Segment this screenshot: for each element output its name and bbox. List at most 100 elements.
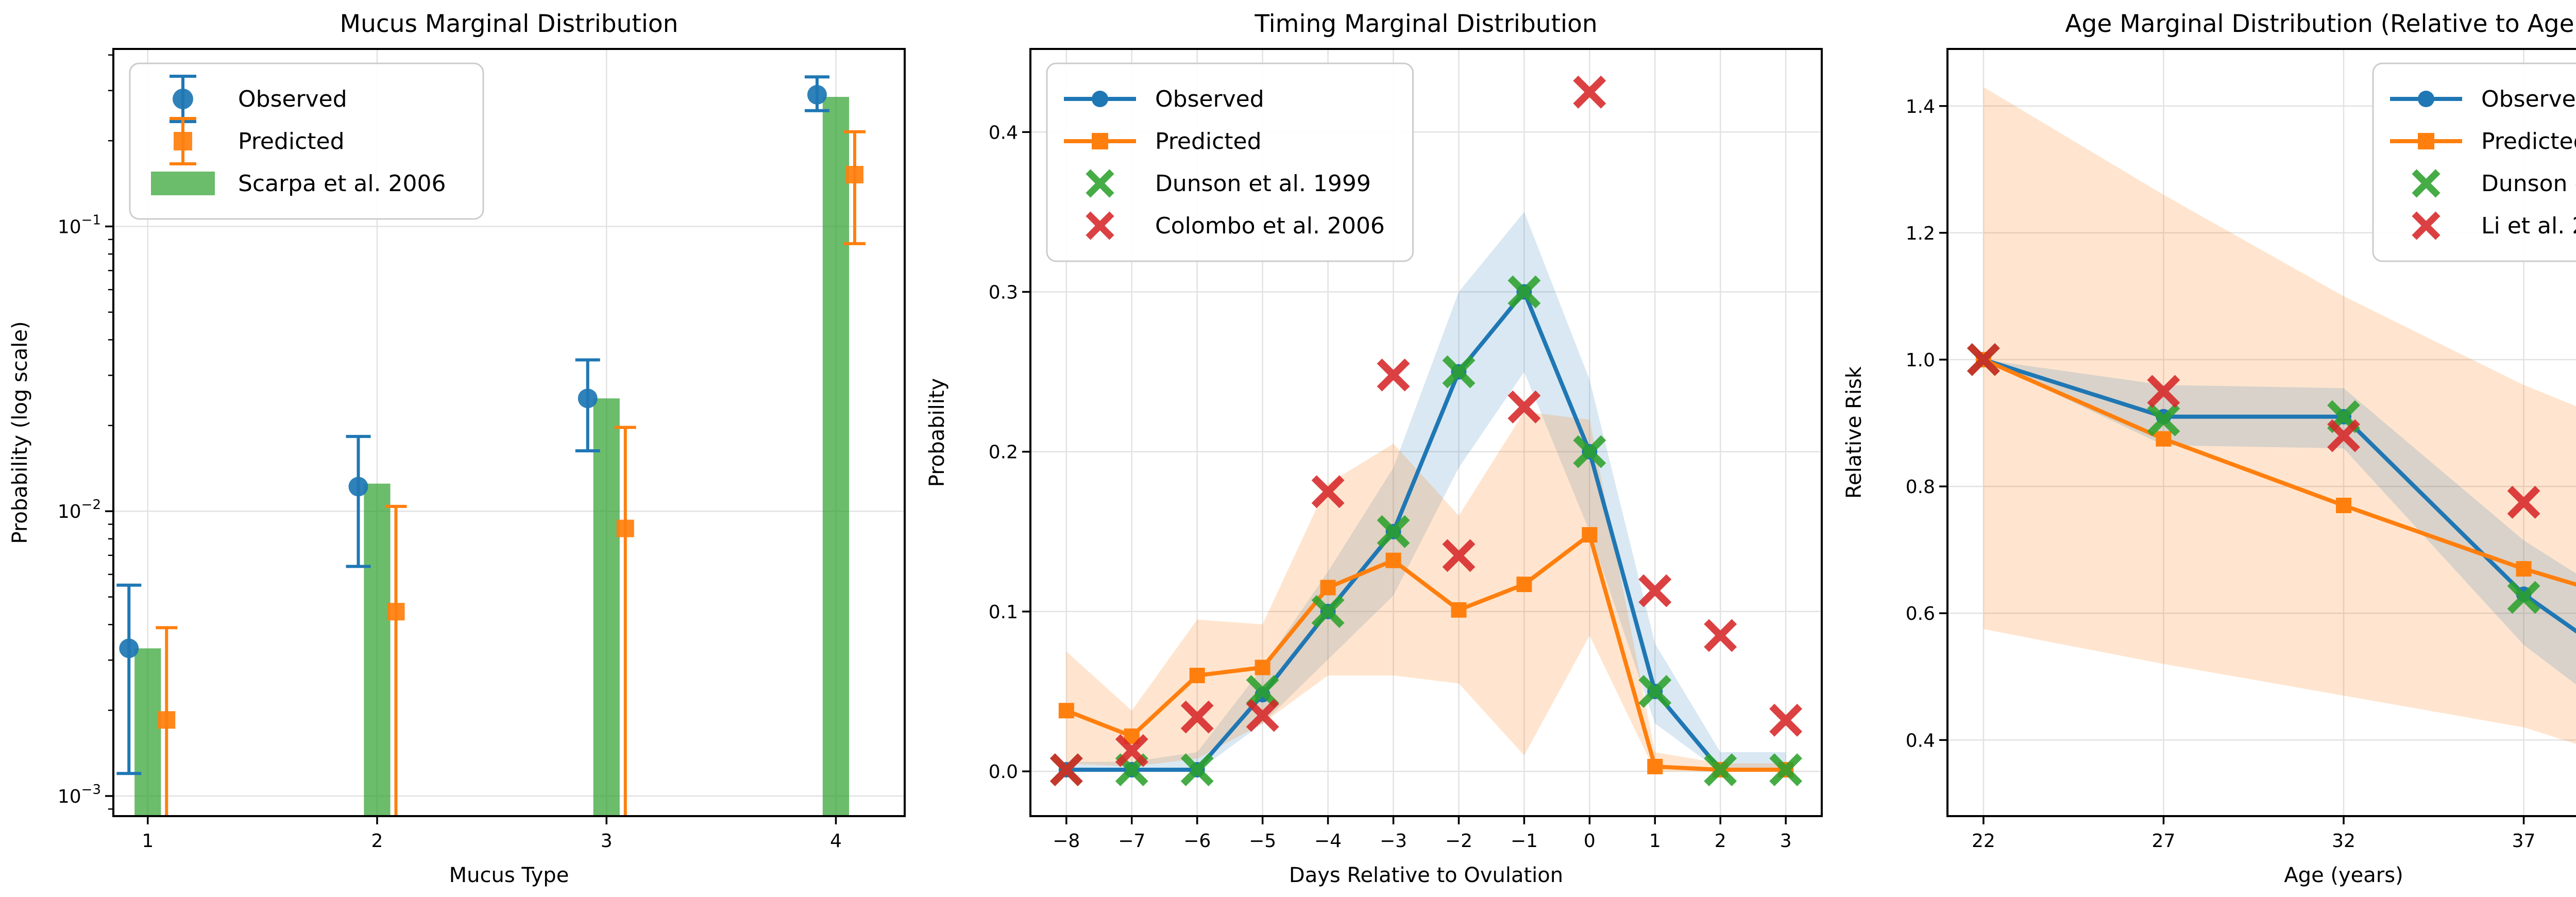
errorbar-series-observed — [116, 75, 829, 775]
line-marker-square — [1058, 703, 1074, 719]
x-marker — [1638, 574, 1672, 607]
legend: Observed Predicted Dunson et al. 1999 Colom… — [1046, 62, 1414, 262]
legend-circle-marker — [173, 89, 193, 109]
legend-label: Dunson et al. 1999 — [1155, 171, 1371, 197]
legend-circle-marker — [1092, 91, 1108, 107]
legend-label: Observed — [2481, 86, 2576, 112]
legend-x-marker — [2412, 211, 2441, 240]
legend-square-marker — [1092, 133, 1108, 149]
panel-title: Timing Marginal Distribution — [1254, 10, 1597, 38]
line-marker-square — [1647, 758, 1663, 774]
legend-square-marker — [174, 132, 192, 150]
x-marker — [2147, 375, 2180, 408]
axes-spines — [1029, 48, 1823, 817]
observed-point — [807, 84, 827, 105]
x-tick-label: −6 — [1183, 831, 1211, 852]
legend-entry — [151, 172, 215, 195]
observed-point — [119, 638, 139, 658]
x-tick-label: 1 — [1649, 831, 1661, 852]
legend-label: Observed — [1155, 86, 1264, 112]
x-tick-label: 22 — [1972, 831, 1995, 852]
legend-square-marker — [2418, 133, 2434, 149]
y-axis: 0.0 0.1 0.2 0.3 0.4 — [989, 122, 1030, 783]
y-tick-label: 1.4 — [1906, 96, 1935, 117]
x-series-li-et-al-2015 — [1967, 343, 2540, 519]
x-marker — [1573, 75, 1606, 109]
plot-area — [116, 75, 866, 816]
legend-label: Li et al. 2015 — [2481, 213, 2576, 239]
y-tick-label: 0.3 — [989, 282, 1018, 303]
x-tick-label: 37 — [2512, 831, 2536, 852]
legend-entry — [2412, 169, 2441, 198]
bar-scarpa — [134, 648, 161, 816]
panel-mucus-marginal-distribution: 1 2 3 4 10−1 10−2 10−3 Mucus Marginal Distribut… — [0, 0, 917, 897]
y-axis: 0.4 0.6 0.8 1.0 1.2 1.4 — [1906, 96, 1947, 751]
x-marker — [1115, 734, 1148, 767]
line-marker-square — [1582, 527, 1598, 543]
y-tick-label: 0.1 — [989, 602, 1018, 623]
x-tick-label: −3 — [1380, 831, 1407, 852]
legend-entry — [2390, 91, 2462, 107]
y-tick-label: 0.8 — [1906, 477, 1935, 498]
panel-timing-marginal-distribution: −8 −7 −6 −5 −4 −3 −2 −1 0 1 2 3 0.0 0.1 0.2 0.3 0.4 Timin… — [917, 0, 1834, 897]
line-marker-square — [2156, 431, 2172, 447]
x-marker — [1311, 595, 1345, 628]
x-axis-label: Days Relative to Ovulation — [1289, 864, 1563, 887]
x-marker — [1704, 753, 1737, 786]
y-tick-label: 0.4 — [1906, 730, 1935, 751]
x-axis-label: Age (years) — [2284, 864, 2403, 887]
y-tick-label: 1.2 — [1906, 223, 1935, 244]
x-tick-label: 4 — [830, 831, 842, 852]
legend-entry — [1064, 91, 1136, 107]
line-marker-square — [1320, 580, 1336, 596]
x-marker — [1573, 435, 1606, 468]
predicted-point — [845, 165, 863, 183]
observed-point — [348, 477, 368, 497]
x-tick-label: −7 — [1118, 831, 1145, 852]
plot-area — [1967, 87, 2576, 744]
y-axis: 10−1 10−2 10−3 — [58, 54, 113, 810]
x-tick-label: 32 — [2332, 831, 2355, 852]
observed-point — [578, 388, 598, 409]
x-tick-label: −1 — [1511, 831, 1538, 852]
y-tick-label: 10−1 — [58, 212, 101, 238]
legend-entry — [1064, 133, 1136, 149]
x-tick-label: −4 — [1314, 831, 1342, 852]
x-marker — [1442, 355, 1476, 388]
x-marker — [1769, 753, 1803, 786]
x-axis-label: Mucus Type — [449, 864, 569, 887]
legend-x-marker — [1086, 211, 1114, 240]
y-axis-label: Probability — [925, 378, 949, 487]
x-marker — [1507, 275, 1541, 309]
y-tick-label: 0.0 — [989, 761, 1018, 783]
bar-scarpa — [593, 398, 620, 816]
x-marker — [2507, 581, 2540, 614]
legend: Observed Predicted Scarpa et al. 2006 — [129, 62, 484, 220]
x-tick-label: 0 — [1584, 831, 1596, 852]
x-tick-label: 27 — [2152, 831, 2176, 852]
legend-x-marker — [2412, 169, 2441, 198]
x-tick-label: 2 — [371, 831, 383, 852]
x-marker — [1442, 539, 1476, 572]
y-tick-label: 10−3 — [58, 782, 101, 807]
ci-band-observed-95-ci — [1066, 212, 1786, 772]
y-axis-label: Relative Risk — [1842, 366, 1866, 499]
legend-entry — [2390, 133, 2462, 149]
line-marker-square — [1189, 668, 1205, 684]
x-series-colombo-et-al-2006 — [1049, 75, 1803, 786]
x-axis: −8 −7 −6 −5 −4 −3 −2 −1 0 1 2 3 — [1053, 816, 1792, 852]
x-tick-label: −8 — [1053, 831, 1080, 852]
legend-entry — [1086, 211, 1114, 240]
x-marker — [1180, 700, 1214, 734]
x-marker — [2507, 485, 2540, 519]
x-marker — [1507, 390, 1541, 424]
legend-label: Predicted — [2481, 128, 2576, 155]
x-axis: 2227323742 — [1972, 816, 2536, 852]
legend-box — [129, 62, 484, 220]
panel-title: Mucus Marginal Distribution — [340, 10, 679, 38]
x-marker — [1769, 703, 1803, 737]
legend-box — [1046, 62, 1414, 262]
legend-entry — [1086, 169, 1114, 198]
